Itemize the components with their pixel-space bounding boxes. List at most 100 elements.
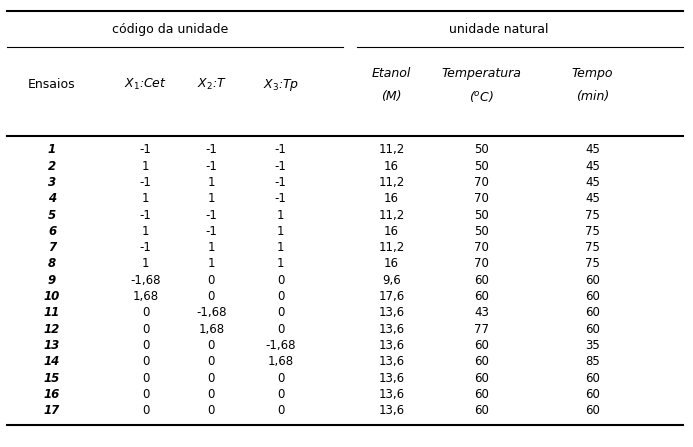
- Text: 13,6: 13,6: [378, 323, 405, 336]
- Text: código da unidade: código da unidade: [112, 22, 228, 36]
- Text: 60: 60: [474, 355, 489, 368]
- Text: 0: 0: [277, 290, 284, 303]
- Text: 60: 60: [585, 306, 600, 320]
- Text: 13,6: 13,6: [378, 404, 405, 417]
- Text: 13,6: 13,6: [378, 306, 405, 320]
- Text: 45: 45: [585, 176, 600, 189]
- Text: 1,68: 1,68: [198, 323, 225, 336]
- Text: 35: 35: [585, 339, 600, 352]
- Text: 1: 1: [208, 257, 215, 270]
- Text: ($^o$C): ($^o$C): [469, 89, 494, 104]
- Text: -1,68: -1,68: [265, 339, 296, 352]
- Text: 60: 60: [474, 388, 489, 401]
- Text: 1: 1: [142, 192, 149, 205]
- Text: 75: 75: [585, 241, 600, 254]
- Text: 11,2: 11,2: [378, 143, 405, 156]
- Text: 50: 50: [474, 143, 489, 156]
- Text: 13,6: 13,6: [378, 355, 405, 368]
- Text: -1: -1: [274, 192, 287, 205]
- Text: 60: 60: [585, 274, 600, 287]
- Text: 16: 16: [384, 160, 399, 173]
- Text: -1: -1: [205, 208, 218, 222]
- Text: Temperatura: Temperatura: [441, 67, 522, 80]
- Text: 16: 16: [384, 192, 399, 205]
- Text: 0: 0: [208, 339, 215, 352]
- Text: 7: 7: [48, 241, 56, 254]
- Text: 2: 2: [48, 160, 56, 173]
- Text: 60: 60: [474, 339, 489, 352]
- Text: 70: 70: [474, 257, 489, 270]
- Text: -1: -1: [139, 176, 152, 189]
- Text: 60: 60: [474, 290, 489, 303]
- Text: 75: 75: [585, 208, 600, 222]
- Text: 15: 15: [44, 371, 60, 385]
- Text: 60: 60: [585, 290, 600, 303]
- Text: 1: 1: [142, 257, 149, 270]
- Text: 11: 11: [44, 306, 60, 320]
- Text: 17: 17: [44, 404, 60, 417]
- Text: 70: 70: [474, 192, 489, 205]
- Text: -1: -1: [274, 160, 287, 173]
- Text: 1: 1: [277, 257, 284, 270]
- Text: 0: 0: [142, 388, 149, 401]
- Text: -1: -1: [139, 241, 152, 254]
- Text: 0: 0: [277, 404, 284, 417]
- Text: (M): (M): [381, 89, 402, 103]
- Text: 0: 0: [208, 355, 215, 368]
- Text: -1: -1: [139, 208, 152, 222]
- Text: 60: 60: [474, 371, 489, 385]
- Text: 60: 60: [474, 274, 489, 287]
- Text: -1,68: -1,68: [196, 306, 227, 320]
- Text: 1: 1: [142, 160, 149, 173]
- Text: 50: 50: [474, 225, 489, 238]
- Text: 60: 60: [585, 388, 600, 401]
- Text: 3: 3: [48, 176, 56, 189]
- Text: -1: -1: [274, 176, 287, 189]
- Text: 8: 8: [48, 257, 56, 270]
- Text: 50: 50: [474, 208, 489, 222]
- Text: 85: 85: [585, 355, 600, 368]
- Text: 1: 1: [277, 241, 284, 254]
- Text: Tempo: Tempo: [572, 67, 613, 80]
- Text: 0: 0: [142, 339, 149, 352]
- Text: 45: 45: [585, 160, 600, 173]
- Text: 70: 70: [474, 176, 489, 189]
- Text: 43: 43: [474, 306, 489, 320]
- Text: 16: 16: [384, 257, 399, 270]
- Text: 0: 0: [142, 404, 149, 417]
- Text: 0: 0: [142, 323, 149, 336]
- Text: 0: 0: [208, 388, 215, 401]
- Text: 11,2: 11,2: [378, 241, 405, 254]
- Text: 0: 0: [142, 306, 149, 320]
- Text: 75: 75: [585, 257, 600, 270]
- Text: 1: 1: [277, 225, 284, 238]
- Text: 60: 60: [585, 323, 600, 336]
- Text: 13,6: 13,6: [378, 388, 405, 401]
- Text: 1: 1: [208, 241, 215, 254]
- Text: 1,68: 1,68: [267, 355, 294, 368]
- Text: 0: 0: [208, 404, 215, 417]
- Text: -1,68: -1,68: [130, 274, 161, 287]
- Text: 1: 1: [142, 225, 149, 238]
- Text: -1: -1: [139, 143, 152, 156]
- Text: 1: 1: [277, 208, 284, 222]
- Text: 45: 45: [585, 192, 600, 205]
- Text: 1: 1: [48, 143, 56, 156]
- Text: 4: 4: [48, 192, 56, 205]
- Text: 60: 60: [474, 404, 489, 417]
- Text: 0: 0: [277, 371, 284, 385]
- Text: 16: 16: [384, 225, 399, 238]
- Text: 50: 50: [474, 160, 489, 173]
- Text: 9,6: 9,6: [382, 274, 401, 287]
- Text: Ensaios: Ensaios: [28, 78, 76, 92]
- Text: -1: -1: [205, 143, 218, 156]
- Text: 13,6: 13,6: [378, 371, 405, 385]
- Text: 6: 6: [48, 225, 56, 238]
- Text: 0: 0: [208, 274, 215, 287]
- Text: $X_3$:$Tp$: $X_3$:$Tp$: [263, 77, 299, 93]
- Text: 16: 16: [44, 388, 60, 401]
- Text: 70: 70: [474, 241, 489, 254]
- Text: 5: 5: [48, 208, 56, 222]
- Text: 14: 14: [44, 355, 60, 368]
- Text: 0: 0: [142, 355, 149, 368]
